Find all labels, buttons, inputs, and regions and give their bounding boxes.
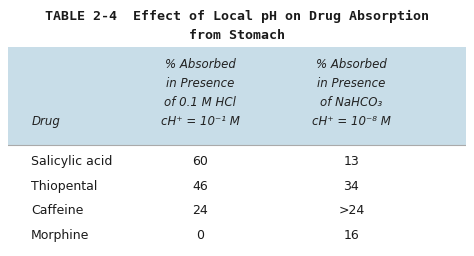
Bar	[9, 0, 465, 47]
Text: 24: 24	[192, 204, 208, 217]
Text: 46: 46	[192, 180, 208, 193]
Text: TABLE 2-4  Effect of Local pH on Drug Absorption: TABLE 2-4 Effect of Local pH on Drug Abs…	[45, 10, 429, 23]
Text: Drug: Drug	[31, 115, 60, 128]
Text: Morphine: Morphine	[31, 229, 90, 242]
Text: 16: 16	[344, 229, 359, 242]
Text: % Absorbed: % Absorbed	[316, 58, 387, 71]
Text: cH⁺ = 10⁻¹ M: cH⁺ = 10⁻¹ M	[161, 115, 240, 128]
Text: in Presence: in Presence	[166, 77, 235, 90]
Bar	[9, 47, 465, 145]
Text: 0: 0	[196, 229, 204, 242]
Text: in Presence: in Presence	[317, 77, 385, 90]
Text: cH⁺ = 10⁻⁸ M: cH⁺ = 10⁻⁸ M	[312, 115, 391, 128]
Bar	[9, 145, 465, 256]
Text: Thiopental: Thiopental	[31, 180, 98, 193]
Text: 60: 60	[192, 155, 209, 168]
Text: of 0.1 M HCl: of 0.1 M HCl	[164, 96, 237, 109]
Text: Salicylic acid: Salicylic acid	[31, 155, 112, 168]
Text: from Stomach: from Stomach	[189, 29, 285, 42]
Text: >24: >24	[338, 204, 365, 217]
Text: 34: 34	[344, 180, 359, 193]
Text: of NaHCO₃: of NaHCO₃	[320, 96, 383, 109]
Text: 13: 13	[344, 155, 359, 168]
Text: Caffeine: Caffeine	[31, 204, 83, 217]
Text: % Absorbed: % Absorbed	[165, 58, 236, 71]
